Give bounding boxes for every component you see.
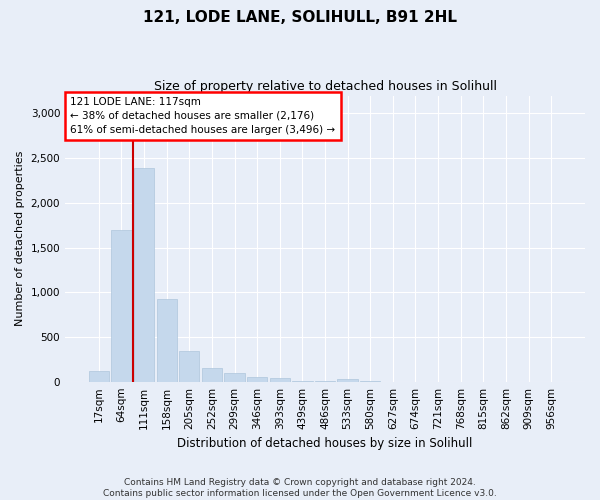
Text: 121, LODE LANE, SOLIHULL, B91 2HL: 121, LODE LANE, SOLIHULL, B91 2HL <box>143 10 457 25</box>
Bar <box>134 168 154 382</box>
Bar <box>111 230 131 382</box>
Text: Contains HM Land Registry data © Crown copyright and database right 2024.
Contai: Contains HM Land Registry data © Crown c… <box>103 478 497 498</box>
Title: Size of property relative to detached houses in Solihull: Size of property relative to detached ho… <box>154 80 497 93</box>
Bar <box>224 373 245 382</box>
Y-axis label: Number of detached properties: Number of detached properties <box>15 151 25 326</box>
Bar <box>269 378 290 382</box>
Bar <box>247 377 268 382</box>
Bar <box>337 378 358 382</box>
Text: 121 LODE LANE: 117sqm
← 38% of detached houses are smaller (2,176)
61% of semi-d: 121 LODE LANE: 117sqm ← 38% of detached … <box>70 97 335 135</box>
Bar <box>179 352 199 382</box>
X-axis label: Distribution of detached houses by size in Solihull: Distribution of detached houses by size … <box>178 437 473 450</box>
Bar <box>202 368 222 382</box>
Bar <box>89 372 109 382</box>
Bar <box>157 298 177 382</box>
